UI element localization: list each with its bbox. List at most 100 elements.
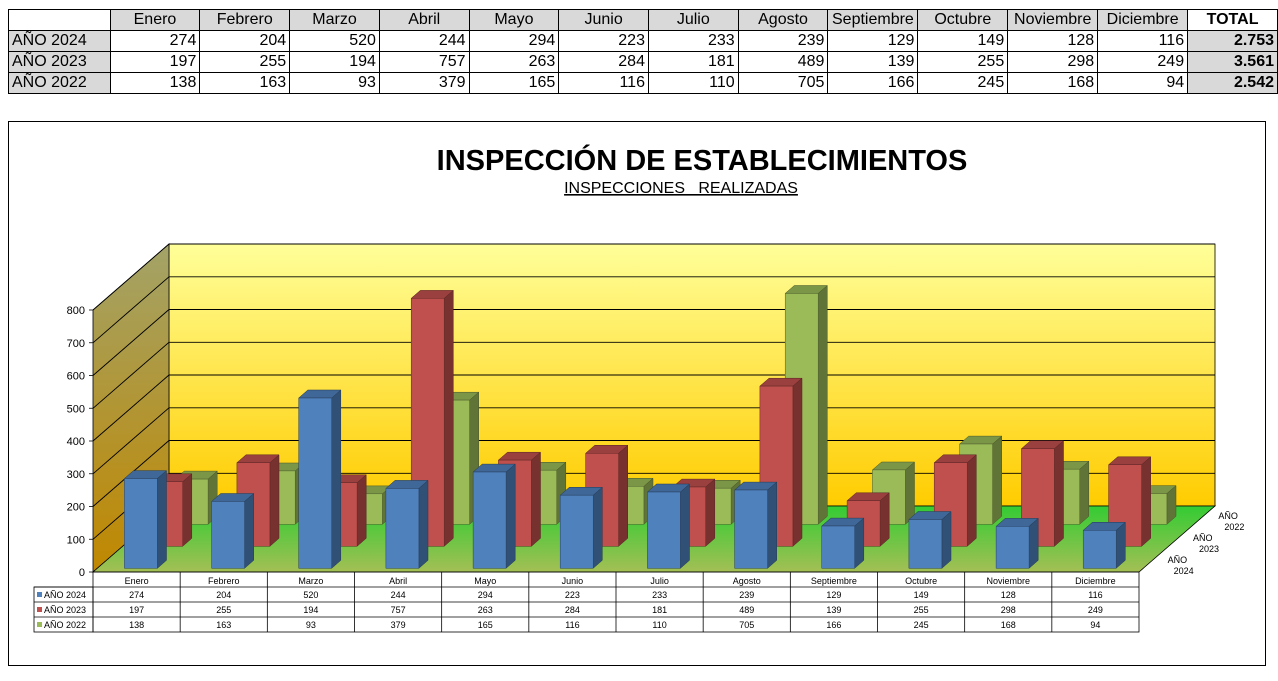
bar-front (472, 471, 507, 569)
table-data-label: 93 (306, 620, 316, 630)
legend-series-name: AÑO 2022 (44, 620, 86, 630)
bar-side (854, 517, 865, 569)
gridline (92, 472, 1215, 540)
y-tick-label: 600 (67, 371, 85, 383)
table-data-label: 139 (826, 605, 841, 615)
y-tick-label: 0 (79, 567, 85, 579)
summary-cell: 204 (199, 30, 291, 52)
summary-cell: 116 (1097, 30, 1189, 52)
summary-table: Enero Febrero Marzo Abril Mayo Junio Jul… (8, 9, 1278, 94)
table-data-label: 110 (652, 620, 666, 630)
bar-front (559, 494, 594, 569)
y-tick-label: 400 (67, 436, 85, 448)
table-data-label: 197 (129, 605, 144, 615)
table-data-label: 294 (478, 590, 493, 600)
summary-cell: 94 (1097, 72, 1189, 94)
bar-año-2024-marzo (298, 389, 342, 569)
table-data-label: 233 (652, 590, 667, 600)
y-tick-label: 800 (67, 305, 85, 317)
bar-side (418, 479, 429, 569)
month-header: Diciembre (1097, 9, 1189, 31)
summary-cell: 284 (558, 51, 649, 73)
summary-row-label: AÑO 2024 (8, 30, 111, 52)
table-category-label: Agosto (733, 576, 761, 586)
bar-side (817, 284, 828, 525)
summary-cell: 255 (917, 51, 1009, 73)
bar-side (905, 461, 915, 525)
y-tick-label: 700 (67, 338, 85, 350)
summary-cell: 223 (558, 30, 649, 52)
summary-row-label: AÑO 2022 (8, 72, 111, 94)
table-data-label: 94 (1090, 620, 1100, 630)
summary-total-cell: 2.542 (1187, 72, 1278, 94)
table-data-label: 298 (1001, 605, 1016, 615)
bar-side (1054, 440, 1064, 547)
summary-cell: 168 (1007, 72, 1099, 94)
summary-cell: 129 (827, 30, 919, 52)
table-category-label: Diciembre (1075, 576, 1116, 586)
summary-cell: 294 (468, 30, 560, 52)
summary-cell: 116 (558, 72, 649, 94)
table-category-label: Febrero (208, 576, 240, 586)
bar-front (647, 491, 681, 569)
bar-año-2024-noviembre (995, 517, 1039, 569)
bar-año-2024-agosto (733, 481, 778, 569)
table-data-label: 263 (478, 605, 493, 615)
table-category-label: Septiembre (811, 576, 857, 586)
table-category-label: Marzo (298, 576, 323, 586)
bar-side (331, 389, 342, 569)
table-category-label: Abril (389, 576, 407, 586)
bar-side (941, 510, 952, 569)
table-data-label: 116 (565, 620, 579, 630)
bar-año-2024-febrero (210, 492, 255, 569)
table-data-label: 181 (652, 605, 667, 615)
total-header: TOTAL (1187, 9, 1278, 31)
table-data-label: 129 (826, 590, 841, 600)
bar-año-2024-abril (385, 479, 429, 569)
table-data-label: 204 (216, 590, 231, 600)
bar-front (1082, 530, 1117, 569)
table-data-label: 520 (303, 590, 318, 600)
table-category-label: Julio (650, 576, 669, 586)
y-tick-label: 300 (67, 469, 85, 481)
month-header: Febrero (199, 9, 291, 31)
month-header: Agosto (737, 9, 829, 31)
table-data-label: 165 (478, 620, 493, 630)
bar-side (356, 474, 367, 547)
summary-cell: 138 (109, 72, 201, 94)
y-tick-label: 500 (67, 403, 85, 415)
bar-side (618, 444, 628, 547)
table-data-label: 244 (391, 590, 406, 600)
summary-cell: 244 (378, 30, 470, 52)
table-data-label: 379 (391, 620, 406, 630)
table-data-label: 163 (216, 620, 231, 630)
summary-cell: 520 (289, 30, 380, 52)
summary-cell: 197 (109, 51, 201, 73)
table-data-label: 116 (1088, 590, 1102, 600)
month-header: Septiembre (827, 9, 919, 31)
summary-cell: 274 (109, 30, 201, 52)
table-data-label: 245 (914, 620, 929, 630)
summary-row-label: AÑO 2023 (8, 51, 111, 73)
bar-año-2024-diciembre (1082, 521, 1126, 569)
bar-front (385, 488, 420, 569)
bar-side (966, 454, 977, 547)
month-header: Abril (378, 9, 470, 31)
bar-front (298, 397, 332, 569)
gridline (92, 374, 1215, 442)
summary-cell: 245 (917, 72, 1009, 94)
summary-cell: 93 (289, 72, 380, 94)
bar-side (269, 454, 280, 547)
summary-row: AÑO 2024 274 204 520 244 294 223 233 239 129 149 12… (8, 30, 1278, 52)
bar-side (680, 483, 690, 569)
table-data-label: 249 (1088, 605, 1103, 615)
bar-side (705, 478, 716, 547)
legend-key (37, 607, 42, 612)
summary-cell: 757 (378, 51, 470, 73)
month-header: Marzo (289, 9, 380, 31)
table-category-label: Junio (562, 576, 584, 586)
bar-front (908, 519, 943, 569)
table-data-label: 255 (216, 605, 231, 615)
gridline (92, 276, 1215, 344)
bar-front (734, 489, 768, 569)
